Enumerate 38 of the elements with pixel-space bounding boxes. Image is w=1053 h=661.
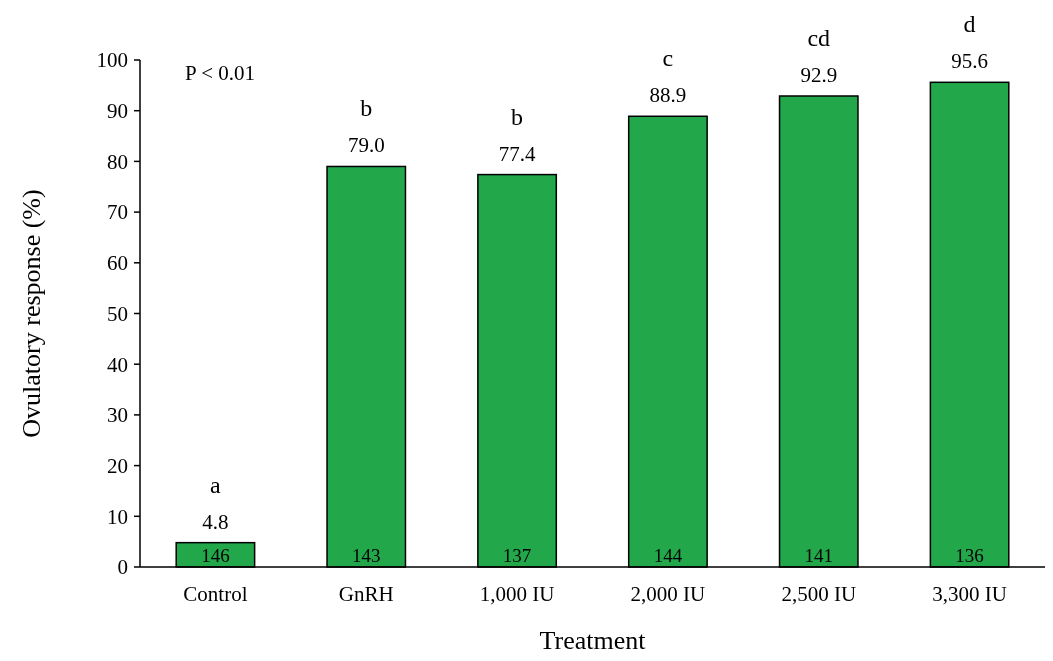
annotation: 143 bbox=[352, 545, 381, 566]
annotation: 141 bbox=[804, 545, 833, 566]
annotation: 136 bbox=[955, 545, 984, 566]
y-tick-label: 70 bbox=[107, 200, 128, 225]
annotation: a bbox=[210, 471, 222, 498]
data-label: 88.9 bbox=[649, 83, 687, 108]
y-tick-label: 20 bbox=[107, 453, 128, 478]
y-tick-label: 0 bbox=[117, 555, 128, 580]
y-tick-label: 10 bbox=[107, 504, 128, 529]
x-tick-label: 2,000 IU bbox=[630, 582, 706, 606]
x-axis-title: Treatment bbox=[539, 626, 647, 655]
x-tick-label: GnRH bbox=[338, 582, 394, 606]
y-tick-label: 90 bbox=[107, 99, 128, 124]
x-tick-label: Control bbox=[183, 582, 248, 606]
y-tick-label: 80 bbox=[107, 149, 128, 174]
y-tick-label: 100 bbox=[96, 48, 128, 73]
annotation: cd bbox=[807, 25, 831, 51]
annotation: P < 0.01 bbox=[185, 61, 255, 85]
annotation: 146 bbox=[201, 545, 230, 566]
data-label: 92.9 bbox=[800, 63, 838, 87]
annotation: 144 bbox=[653, 545, 683, 566]
data-label: 79.0 bbox=[347, 133, 385, 158]
annotation: 137 bbox=[502, 545, 532, 566]
x-tick-label: 2,500 IU bbox=[781, 582, 857, 606]
y-tick-label: 30 bbox=[107, 403, 128, 428]
y-tick-label: 50 bbox=[107, 301, 128, 326]
data-label: 4.8 bbox=[202, 509, 229, 534]
annotation: c bbox=[662, 45, 674, 72]
annotation: b bbox=[360, 95, 373, 122]
data-label: 77.4 bbox=[498, 141, 536, 166]
annotation: d bbox=[963, 11, 976, 38]
x-tick-label: 1,000 IU bbox=[479, 582, 555, 606]
annotation: b bbox=[511, 103, 524, 130]
y-tick-label: 60 bbox=[107, 251, 128, 276]
x-tick-label: 3,300 IU bbox=[932, 582, 1007, 606]
y-tick-label: 40 bbox=[107, 352, 128, 377]
y-axis-title: Ovulatory response (%) bbox=[17, 189, 46, 438]
data-label: 95.6 bbox=[951, 49, 988, 74]
